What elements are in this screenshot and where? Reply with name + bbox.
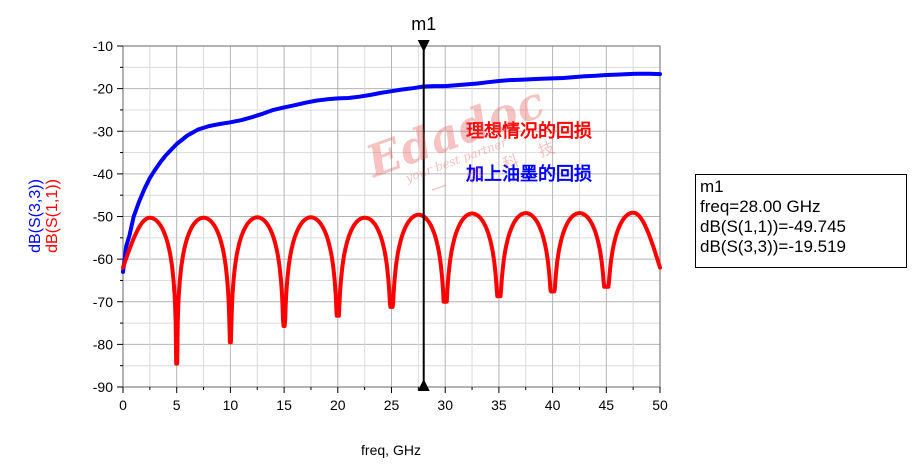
annotation-ideal-return-loss: 理想情况的回损 [466, 120, 592, 142]
x-tick-label: 5 [173, 397, 181, 413]
y-tick-label: -60 [93, 251, 113, 267]
y-tick-label: -70 [93, 294, 113, 310]
y-tick-label: -50 [93, 209, 113, 225]
y-tick-label: -20 [93, 81, 113, 97]
y-tick-label: -80 [93, 336, 113, 352]
y-axis-label-s11: dB(S(1,1)) [44, 179, 61, 253]
y-tick-label: -40 [93, 166, 113, 182]
y-tick-label: -10 [93, 38, 113, 54]
marker-readout-s11: dB(S(1,1))=-49.745 [700, 217, 846, 236]
series-s11-line [121, 210, 662, 366]
x-tick-label: 45 [599, 397, 615, 413]
marker-readout-name: m1 [700, 177, 724, 196]
marker-bottom-triangle [417, 379, 430, 391]
x-tick-label: 20 [330, 397, 346, 413]
annotation-ink-return-loss: 加上油墨的回损 [465, 163, 592, 185]
marker-top-triangle [417, 40, 430, 52]
y-axis-labels: dB(S(3,3)) dB(S(1,1)) [27, 179, 61, 253]
y-axis-label-s33: dB(S(3,3)) [27, 179, 44, 253]
marker-readout: m1 freq=28.00 GHz dB(S(1,1))=-49.745 dB(… [695, 174, 907, 268]
x-axis-ticks: 0 5 10 15 20 25 30 35 40 45 50 [119, 387, 668, 413]
marker-readout-s33: dB(S(3,3))=-19.519 [700, 237, 846, 256]
series-s33-line [121, 71, 662, 274]
series-lines [121, 71, 662, 366]
marker-m1[interactable]: m1 [411, 14, 436, 391]
marker-label: m1 [411, 14, 436, 34]
x-tick-label: 0 [119, 397, 127, 413]
marker-readout-freq: freq=28.00 GHz [700, 197, 821, 216]
x-tick-label: 25 [384, 397, 400, 413]
x-axis-label: freq, GHz [361, 442, 421, 458]
x-tick-label: 35 [491, 397, 507, 413]
x-tick-label: 15 [276, 397, 292, 413]
x-tick-label: 30 [437, 397, 453, 413]
y-tick-label: -90 [93, 379, 113, 395]
x-tick-label: 40 [545, 397, 561, 413]
x-tick-label: 10 [223, 397, 239, 413]
y-axis-ticks: -10 -20 -30 -40 -50 -60 -70 -80 -90 [93, 38, 123, 395]
x-tick-label: 50 [652, 397, 668, 413]
y-tick-label: -30 [93, 123, 113, 139]
